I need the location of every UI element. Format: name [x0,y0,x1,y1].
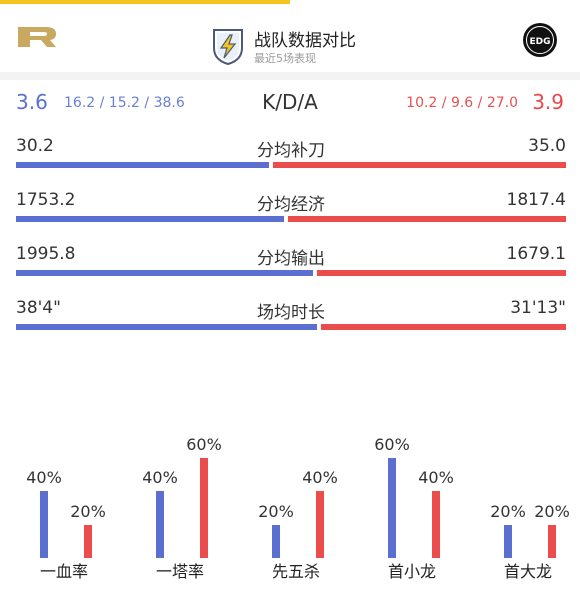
rng-logo-icon[interactable] [16,24,60,50]
stat-label: 场均时长 [257,303,325,323]
objective-pct-right: 20% [534,501,570,521]
stat-right-value: 31'13" [510,298,566,318]
kda-left-detail: 16.2 / 15.2 / 38.6 [64,95,185,111]
objective-pct-left: 20% [490,501,526,521]
stat-right-value: 1679.1 [506,244,566,264]
stat-bar-right [321,324,566,330]
edg-logo-icon[interactable]: EDG [522,22,558,58]
kda-left-score: 3.6 [16,90,48,114]
page-title: 战队数据对比 [254,31,356,51]
objective-bar-right [432,491,440,558]
objective-bar-right [316,491,324,558]
stat-bar-right [316,270,566,276]
objective-pct-right: 20% [70,501,106,521]
kda-right-score: 3.9 [532,90,564,114]
objective-pct-left: 60% [374,435,410,454]
objective-pct-right: 40% [302,468,338,488]
objective-group: 20% 20% 首大龙 [468,420,580,594]
stat-bar-right [272,162,566,168]
stat-left-value: 1995.8 [16,244,76,264]
stat-row-cs: 30.2 分均补刀 35.0 [16,136,566,172]
objective-pct-left: 40% [26,468,62,488]
stat-row-gold: 1753.2 分均经济 1817.4 [16,190,566,226]
stat-label: 分均输出 [257,249,325,269]
objective-bar-left [156,491,164,558]
kda-right-detail: 10.2 / 9.6 / 27.0 [406,95,518,111]
objective-pct-left: 40% [142,468,178,488]
stat-bar-left [16,324,318,330]
objective-bar-right [548,524,556,558]
objective-pct-right: 60% [186,435,222,454]
kda-row: 3.6 16.2 / 15.2 / 38.6 K/D/A 10.2 / 9.6 … [0,86,580,116]
objective-label: 一塔率 [155,562,204,581]
objective-bar-left [40,491,48,558]
objective-pct-right: 40% [418,468,454,488]
page-subtitle: 最近5场表现 [254,52,316,65]
stat-bar-right [288,216,566,222]
objective-group: 40% 20% 一血率 [4,420,120,594]
objective-group: 40% 60% 一塔率 [120,420,236,594]
stat-row-duration: 38'4" 场均时长 31'13" [16,298,566,334]
objective-label: 首大龙 [503,562,552,581]
stat-left-value: 1753.2 [16,190,76,210]
stat-row-damage: 1995.8 分均输出 1679.1 [16,244,566,280]
stat-left-value: 38'4" [16,298,61,318]
objective-group: 20% 40% 先五杀 [236,420,352,594]
objective-bar-left [272,524,280,558]
stat-label: 分均经济 [257,195,325,215]
stat-left-value: 30.2 [16,136,54,156]
svg-text:EDG: EDG [529,37,550,47]
kda-label: K/D/A [262,90,318,114]
stat-right-value: 1817.4 [506,190,566,210]
objective-bar-right [200,458,208,558]
objective-bar-left [504,524,512,558]
objective-label: 首小龙 [387,562,436,581]
lightning-shield-icon [213,29,243,66]
objective-bar-left [388,458,396,558]
stat-bar-left [16,162,269,168]
objective-rate-chart: 40% 20% 一血率 40% 60% 一塔率 20% 40% 先五杀 60% 40% 首小龙 20% 2… [0,420,580,594]
section-divider [0,72,580,80]
objective-bar-right [84,524,92,558]
top-accent-bar [0,0,290,4]
stat-bar-left [16,216,285,222]
objective-pct-left: 20% [258,501,294,521]
objective-group: 60% 40% 首小龙 [352,420,468,594]
stat-bar-left [16,270,313,276]
stat-label: 分均补刀 [257,141,325,161]
objective-label: 一血率 [39,562,88,581]
stat-right-value: 35.0 [528,136,566,156]
comparison-header: 战队数据对比 最近5场表现 EDG [0,4,580,68]
objective-label: 先五杀 [271,562,320,581]
